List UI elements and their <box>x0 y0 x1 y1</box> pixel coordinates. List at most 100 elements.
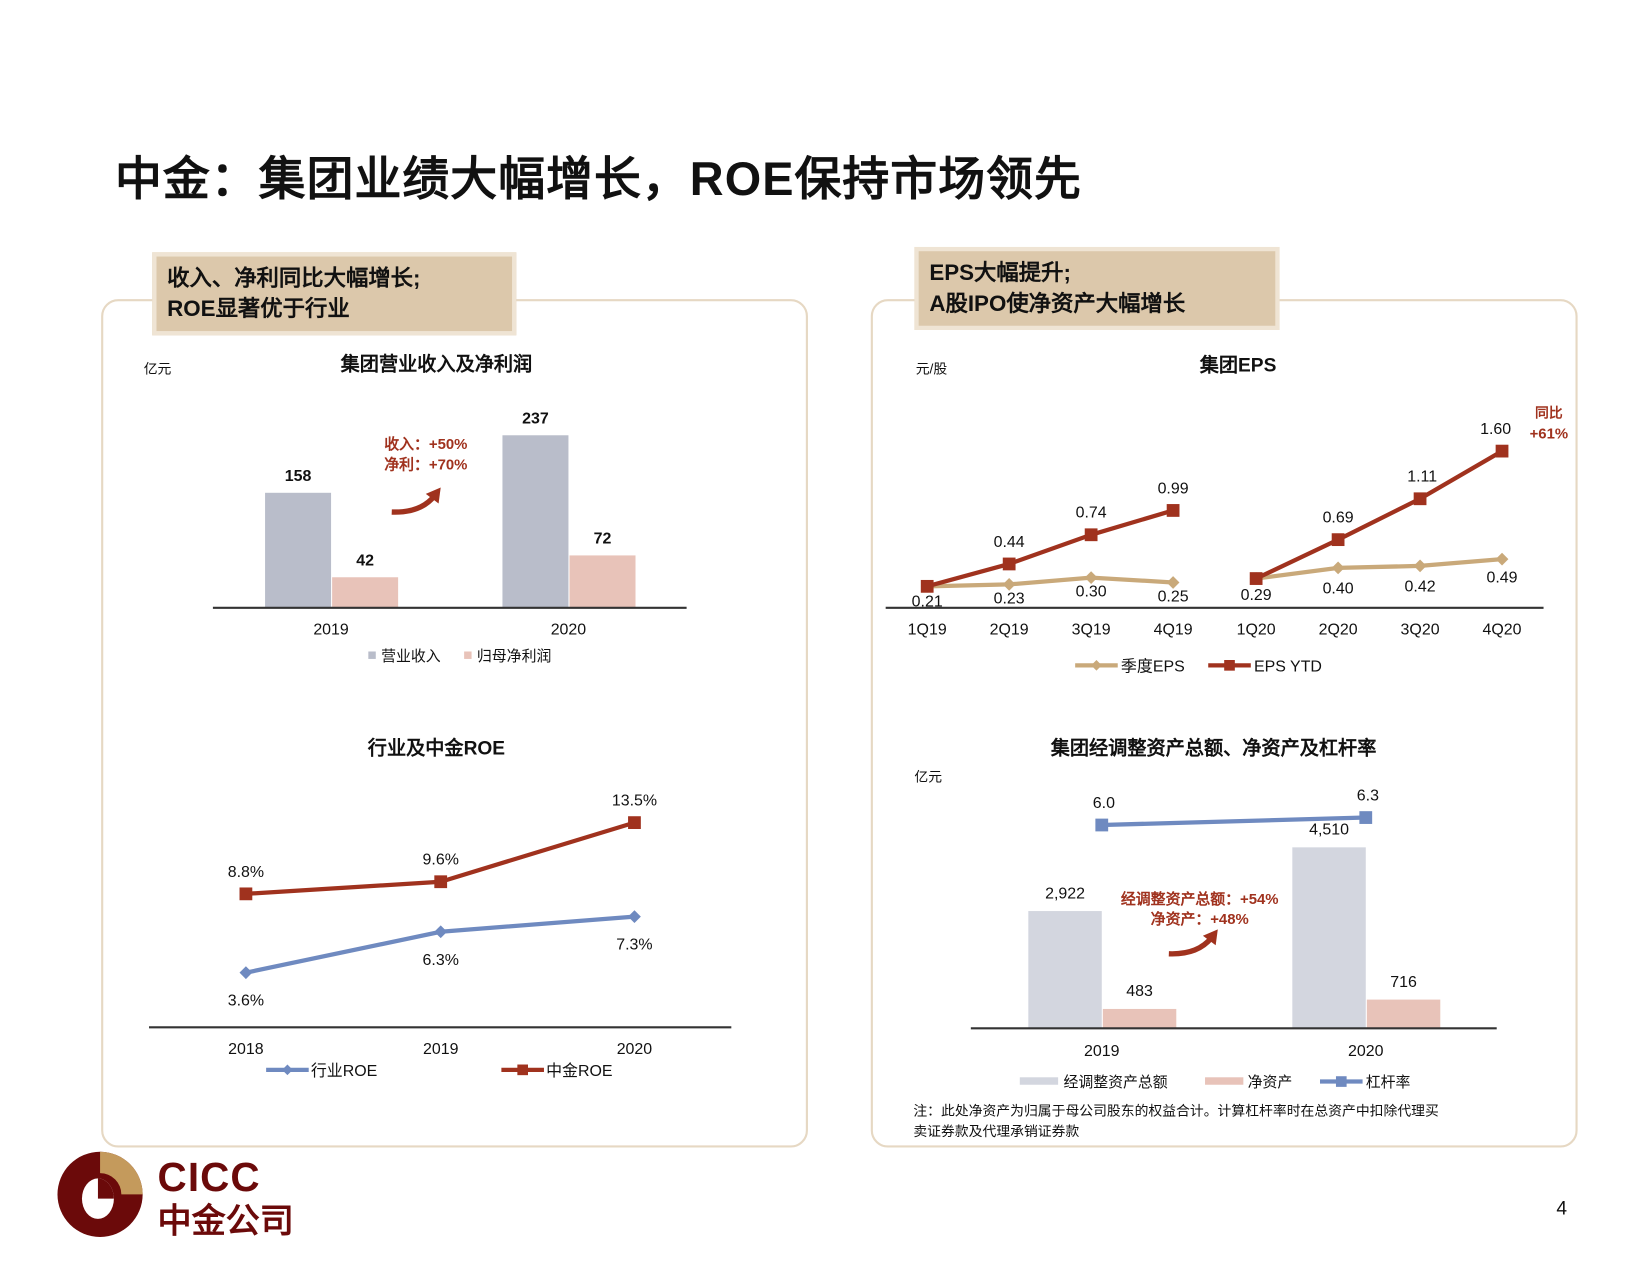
chart3-legend-marker <box>1091 659 1102 671</box>
logo-text-en: CICC <box>157 1156 261 1201</box>
chart2-point <box>434 925 448 939</box>
chart3-point <box>1002 578 1016 591</box>
right-panel <box>870 299 1578 1148</box>
chart3-x-tick: 2Q19 <box>990 621 1029 638</box>
chart4-note: 卖证券款及代理承销证券款 <box>913 1123 1079 1139</box>
chart1-data-label: 237 <box>522 411 549 428</box>
chart2-legend-marker <box>282 1064 293 1076</box>
chart3-title: 集团EPS <box>1199 354 1277 377</box>
chart4-data-label: 483 <box>1126 983 1153 1000</box>
chart3-x-tick: 3Q20 <box>1401 621 1440 638</box>
chart3-line-eps-ytd <box>1255 449 1504 581</box>
chart3-data-label: 0.99 <box>1158 480 1189 497</box>
chart3-legend-label: 季度EPS <box>1121 658 1185 676</box>
chart3-data-label: 0.23 <box>994 591 1025 608</box>
chart1-bar-profit <box>569 555 636 608</box>
chart3-data-label: 0.69 <box>1323 510 1354 527</box>
chart3-line-quarterly-eps <box>927 575 1174 589</box>
chart4-unit: 亿元 <box>914 768 942 784</box>
chart3-point <box>920 579 934 593</box>
chart4-bar-total-assets <box>1292 847 1366 1029</box>
chart4-legend-label: 杠杆率 <box>1366 1074 1411 1091</box>
chart3-point <box>1002 557 1016 571</box>
chart3-data-label: 0.29 <box>1241 587 1272 604</box>
chart1-title: 集团营业收入及净利润 <box>340 352 533 375</box>
chart3-line-quarterly-eps <box>1255 556 1503 581</box>
left-panel <box>101 299 808 1148</box>
chart1-data-label: 158 <box>285 468 312 485</box>
chart4-legend-marker <box>1335 1076 1347 1087</box>
chart1-growth-arrow-icon <box>391 494 437 515</box>
chart2-data-label: 9.6% <box>423 852 459 869</box>
chart2-point <box>239 966 253 980</box>
chart3-data-label: 0.49 <box>1487 570 1518 587</box>
chart3-data-label: 0.42 <box>1405 578 1436 595</box>
chart1-legend-swatch-revenue <box>368 651 376 659</box>
chart3-point <box>1166 504 1180 517</box>
chart3-point <box>1413 559 1427 573</box>
chart4-point <box>1095 818 1109 832</box>
chart3-point <box>1495 552 1509 566</box>
chart4-growth-arrow-icon <box>1168 936 1214 957</box>
chart3-data-label: 0.30 <box>1076 584 1107 601</box>
chart3-point <box>1495 444 1509 458</box>
chart3-data-label: 0.44 <box>994 534 1025 551</box>
chart1-legend-profit: 归母净利润 <box>477 648 551 665</box>
chart4-bar-net-assets <box>1366 999 1441 1029</box>
chart4-bar-total-assets <box>1028 911 1102 1029</box>
chart2-data-label: 3.6% <box>228 993 264 1010</box>
chart1-annotation: 收入：+50% <box>384 435 467 453</box>
chart4-data-label: 4,510 <box>1309 822 1349 839</box>
chart1-growth-arrow-head-icon <box>425 487 441 504</box>
chart3-x-tick: 1Q20 <box>1237 621 1276 638</box>
chart4-annotation: 经调整资产总额：+54% <box>1121 890 1279 908</box>
chart3-data-label: 1.60 <box>1480 421 1511 438</box>
chart3-data-label: 1.11 <box>1407 469 1437 486</box>
chart3-unit: 元/股 <box>916 361 948 377</box>
chart4-title: 集团经调整资产总额、净资产及杠杆率 <box>1050 737 1377 760</box>
chart2-title: 行业及中金ROE <box>367 737 506 760</box>
chart3-point <box>1166 576 1180 589</box>
chart4-legend-swatch-total <box>1019 1077 1059 1085</box>
chart2-point <box>628 910 641 923</box>
chart3-x-tick: 4Q20 <box>1483 621 1522 638</box>
chart3-x-tick: 3Q19 <box>1072 621 1111 638</box>
chart2-data-label: 13.5% <box>612 793 657 810</box>
chart4-point <box>1359 811 1373 824</box>
chart3-point <box>1331 561 1345 575</box>
chart4-legend-label: 净资产 <box>1248 1074 1293 1091</box>
left-header-line2: ROE显著优于行业 <box>167 296 350 322</box>
chart3-annotation: 同比 <box>1535 404 1563 420</box>
right-header-line1: EPS大幅提升; <box>929 260 1071 286</box>
chart1-x-tick: 2019 <box>313 621 349 638</box>
chart2-data-label: 7.3% <box>616 937 652 954</box>
chart3-point <box>1084 528 1098 542</box>
chart4-line-leverage <box>1101 815 1366 828</box>
chart4-note: 注：此处净资产为归属于母公司股东的权益合计。计算杠杆率时在总资产中扣除代理买 <box>913 1103 1438 1119</box>
chart3-x-tick: 1Q19 <box>908 621 947 638</box>
chart1-data-label: 42 <box>356 553 374 570</box>
chart2-x-tick: 2020 <box>617 1041 653 1058</box>
left-header-line1: 收入、净利同比大幅增长; <box>167 266 421 291</box>
chart2-legend-label: 中金ROE <box>546 1062 612 1080</box>
chart2-x-tick: 2019 <box>423 1041 459 1058</box>
chart3-point <box>1084 571 1098 584</box>
chart2-data-label: 6.3% <box>423 952 459 969</box>
chart1-legend-swatch-profit <box>464 651 472 659</box>
chart1-data-label: 72 <box>594 531 612 548</box>
right-header-line2: A股IPO使净资产大幅增长 <box>929 291 1186 317</box>
chart4-data-label: 6.0 <box>1093 795 1115 812</box>
chart3-legend-marker <box>1224 659 1235 671</box>
chart4-x-tick: 2019 <box>1084 1043 1120 1060</box>
chart3-data-label: 0.74 <box>1076 505 1107 522</box>
right-panel-header: EPS大幅提升; A股IPO使净资产大幅增长 <box>914 246 1280 330</box>
cicc-logo-icon <box>57 1151 143 1237</box>
chart2-legend-marker <box>517 1064 528 1076</box>
chart4-legend-swatch-net <box>1205 1077 1244 1085</box>
left-panel-header: 收入、净利同比大幅增长; ROE显著优于行业 <box>152 252 517 336</box>
chart3-annotation: +61% <box>1530 427 1568 443</box>
chart4-growth-arrow-head-icon <box>1202 929 1218 946</box>
chart3-point <box>1331 533 1345 547</box>
chart1-x-tick: 2020 <box>551 621 587 638</box>
